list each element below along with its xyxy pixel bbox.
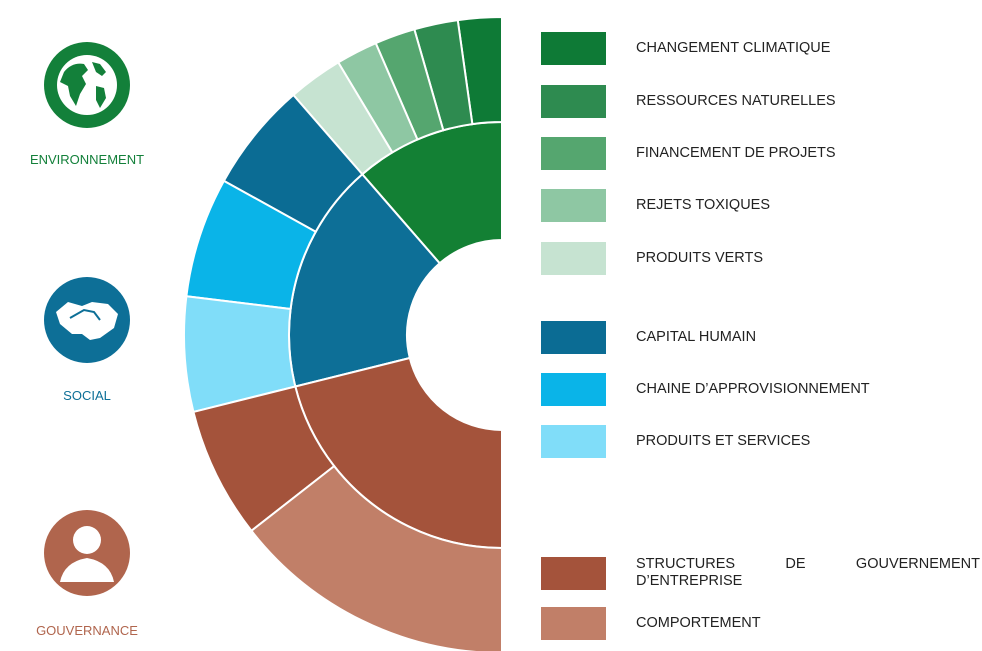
pillar-label: GOUVERNANCE xyxy=(36,623,138,638)
legend-label: REJETS TOXIQUES xyxy=(636,197,771,213)
legend-swatch xyxy=(541,425,606,458)
legend-label: FINANCEMENT DE PROJETS xyxy=(636,145,836,161)
outer-segment xyxy=(250,464,503,651)
legend-label: PRODUITS ET SERVICES xyxy=(636,433,811,449)
legend-label: STRUCTURES DE GOUVERNEMENT D’ENTREPRISE xyxy=(636,556,980,589)
legend-swatch xyxy=(541,321,606,354)
governance-icon xyxy=(44,510,130,596)
legend-label: CHANGEMENT CLIMATIQUE xyxy=(636,40,831,56)
social-icon xyxy=(44,277,130,363)
legend-swatch xyxy=(541,32,606,65)
pillar-label: ENVIRONNEMENT xyxy=(29,152,145,167)
legend-swatch xyxy=(541,137,606,170)
legend-label: PRODUITS VERTS xyxy=(636,250,764,266)
legend-label: CAPITAL HUMAIN xyxy=(636,329,757,345)
legend-swatch xyxy=(541,189,606,222)
environment-icon xyxy=(44,42,130,128)
legend-label: COMPORTEMENT xyxy=(636,615,761,631)
legend-label: RESSOURCES NATURELLES xyxy=(636,93,836,109)
legend-swatch xyxy=(541,607,606,640)
legend-swatch xyxy=(541,85,606,118)
legend-swatch xyxy=(541,373,606,406)
legend-swatch xyxy=(541,242,606,275)
legend-swatch xyxy=(541,557,606,590)
pillar-label: SOCIAL xyxy=(63,388,111,403)
legend-label: CHAINE D’APPROVISIONNEMENT xyxy=(636,381,870,397)
